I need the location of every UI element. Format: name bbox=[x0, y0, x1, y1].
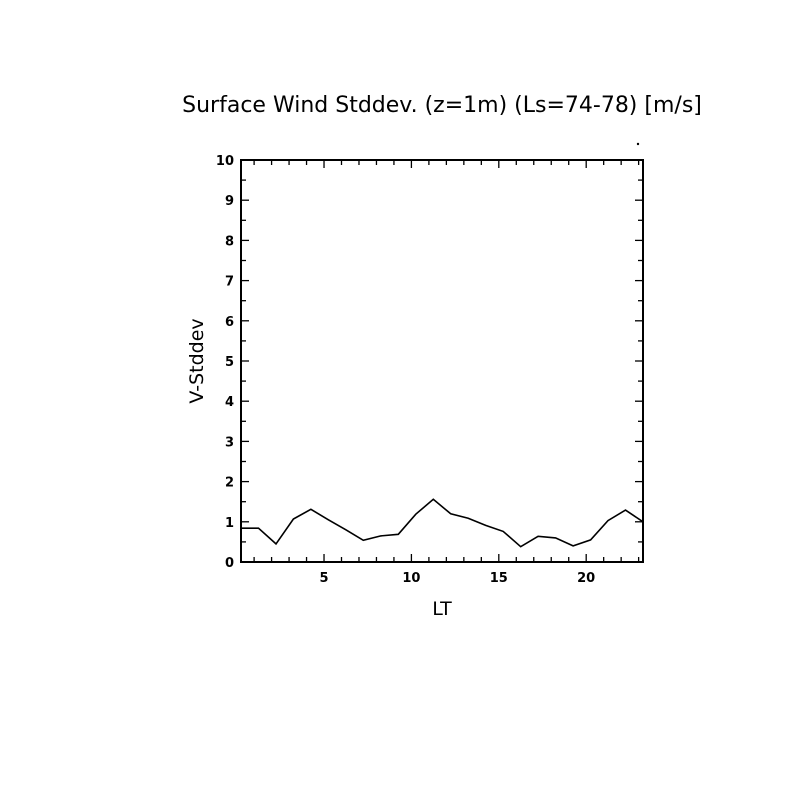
y-axis-label: V-Stddev bbox=[186, 318, 208, 403]
y-tick-label: 1 bbox=[225, 516, 234, 531]
y-tick-label: 6 bbox=[225, 315, 234, 330]
y-tick-label: 8 bbox=[225, 234, 234, 249]
y-tick-label: 10 bbox=[216, 154, 234, 169]
x-tick-label: 15 bbox=[490, 571, 508, 586]
stray-dot bbox=[636, 142, 640, 146]
y-tick-label: 2 bbox=[225, 476, 234, 491]
x-tick-label: 10 bbox=[402, 571, 420, 586]
series-line bbox=[241, 498, 644, 548]
x-axis-label: LT bbox=[432, 598, 452, 620]
plot-frame bbox=[240, 159, 644, 563]
x-tick-label: 5 bbox=[319, 571, 328, 586]
chart-title: Surface Wind Stddev. (z=1m) (Ls=74-78) [… bbox=[182, 93, 702, 118]
y-tick-label: 5 bbox=[225, 355, 234, 370]
y-tick-label: 3 bbox=[225, 435, 234, 450]
x-axis: 5 10 15 20 bbox=[253, 160, 640, 586]
y-tick-label: 9 bbox=[225, 194, 234, 209]
x-tick-label: 20 bbox=[577, 571, 595, 586]
y-tick-label: 4 bbox=[225, 395, 234, 410]
y-axis: 0 1 2 3 4 5 6 7 8 9 10 bbox=[216, 154, 643, 571]
y-tick-label: 0 bbox=[225, 556, 234, 571]
y-tick-label: 7 bbox=[225, 275, 234, 290]
